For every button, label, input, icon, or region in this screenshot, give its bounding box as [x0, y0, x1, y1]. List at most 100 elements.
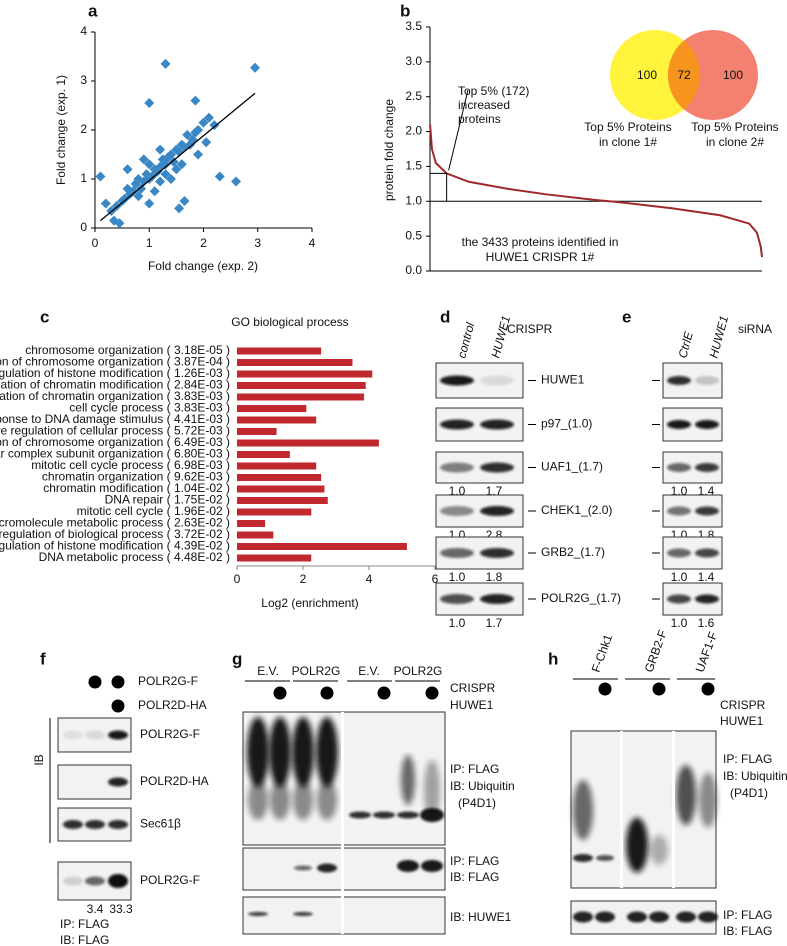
y-tick-label: 3 — [80, 73, 87, 87]
data-point — [155, 144, 166, 155]
data-point — [144, 159, 155, 170]
bar — [237, 405, 307, 412]
lane-split — [620, 731, 623, 888]
bar — [237, 554, 312, 562]
band — [650, 835, 668, 865]
band — [695, 548, 719, 558]
data-point — [114, 218, 125, 229]
x-tick-label: 3 — [254, 236, 261, 250]
band — [373, 811, 395, 819]
y-tick-label: 3.0 — [405, 54, 422, 68]
y-tick-label: 0.5 — [405, 228, 422, 242]
category-label: cell cycle process ( 3.83E-03 ) — [69, 401, 230, 415]
band — [108, 820, 128, 829]
x-tick-label: 2 — [200, 236, 207, 250]
quant-label: 1.0 — [449, 616, 466, 630]
band — [695, 594, 719, 604]
quant-label: 1.0 — [449, 570, 466, 584]
group-label: POLR2G — [394, 664, 443, 678]
band — [440, 594, 474, 604]
venn-overlap — [668, 30, 700, 120]
category-label: mitotic cell cycle process ( 6.98E-03 ) — [31, 458, 230, 472]
band — [397, 860, 419, 872]
quant-label: 1.0 — [671, 570, 688, 584]
band — [270, 780, 290, 820]
band — [480, 506, 514, 516]
category-label: chromosome organization ( 3.18E-05 ) — [25, 343, 230, 357]
band — [108, 730, 128, 740]
y-axis-label: protein fold change — [382, 99, 396, 201]
band — [480, 419, 514, 430]
venn-count: 100 — [637, 68, 657, 82]
category-label: regulation of chromatin modification ( 2… — [0, 378, 230, 392]
data-point — [182, 129, 193, 140]
x-tick-label: 2 — [300, 572, 307, 586]
row-label: IP: FLAG — [450, 854, 499, 868]
band — [63, 730, 83, 740]
band — [293, 912, 313, 916]
band — [108, 777, 128, 787]
x-tick-label: 6 — [432, 572, 439, 586]
data-point — [111, 200, 122, 211]
band — [63, 876, 83, 886]
condition-label: CRISPR — [507, 322, 553, 336]
row-label: (P4D1) — [730, 786, 768, 800]
data-point — [203, 112, 214, 123]
row-label: POLR2G-F — [140, 873, 200, 887]
bar — [237, 462, 317, 470]
ib-label: IB — [32, 754, 46, 765]
band — [440, 506, 474, 516]
y-tick-label: 2 — [80, 122, 87, 136]
band — [401, 755, 415, 805]
band — [316, 717, 338, 787]
band — [695, 463, 719, 472]
data-point — [95, 171, 106, 182]
data-point — [165, 174, 176, 184]
lane-label: F-Chk1 — [589, 632, 616, 674]
treatment-label: POLR2G-F — [138, 674, 198, 688]
band — [667, 548, 691, 558]
x-tick-label: 4 — [309, 236, 316, 250]
category-label: chromatin organization ( 9.62E-03 ) — [42, 470, 230, 484]
data-point — [176, 159, 187, 170]
band — [317, 780, 337, 820]
band — [667, 376, 691, 385]
treatment-dot — [377, 686, 391, 700]
data-point — [122, 164, 133, 175]
data-point — [155, 176, 166, 187]
band — [294, 865, 312, 871]
x-axis-label: Log2 (enrichment) — [261, 596, 358, 610]
band — [293, 780, 313, 820]
category-label: negative regulation of biological proces… — [0, 527, 230, 541]
category-label: regulation of chromosome organization ( … — [0, 355, 230, 369]
band — [667, 594, 691, 604]
category-label: DNA metabolic process ( 4.48E-02 ) — [39, 550, 230, 564]
bar — [237, 520, 266, 527]
panel-label: a — [88, 1, 98, 20]
panel-label: d — [440, 307, 450, 326]
venn-count: 100 — [723, 68, 743, 82]
band — [440, 462, 474, 473]
band — [573, 854, 593, 862]
lane-label: HUWE1 — [706, 314, 731, 359]
row-label: IB: FLAG — [450, 870, 499, 884]
data-point — [144, 98, 155, 109]
x-axis-label: HUWE1 CRISPR 1# — [486, 250, 595, 264]
annotation-arrow — [448, 89, 469, 171]
quant-label: 1.0 — [671, 616, 688, 630]
band — [480, 462, 514, 473]
venn-count: 72 — [677, 68, 691, 82]
group-label: E.V. — [358, 664, 380, 678]
band — [440, 375, 474, 386]
data-point — [165, 149, 176, 160]
data-point — [201, 137, 212, 148]
y-tick-label: 2.5 — [405, 89, 422, 103]
category-label: chromatin modification ( 1.04E-02 ) — [43, 481, 230, 495]
band — [108, 874, 128, 888]
data-point — [190, 95, 201, 106]
band — [317, 863, 337, 873]
group-label: POLR2G — [292, 664, 341, 678]
lane-label: HUWE1 — [488, 314, 513, 359]
